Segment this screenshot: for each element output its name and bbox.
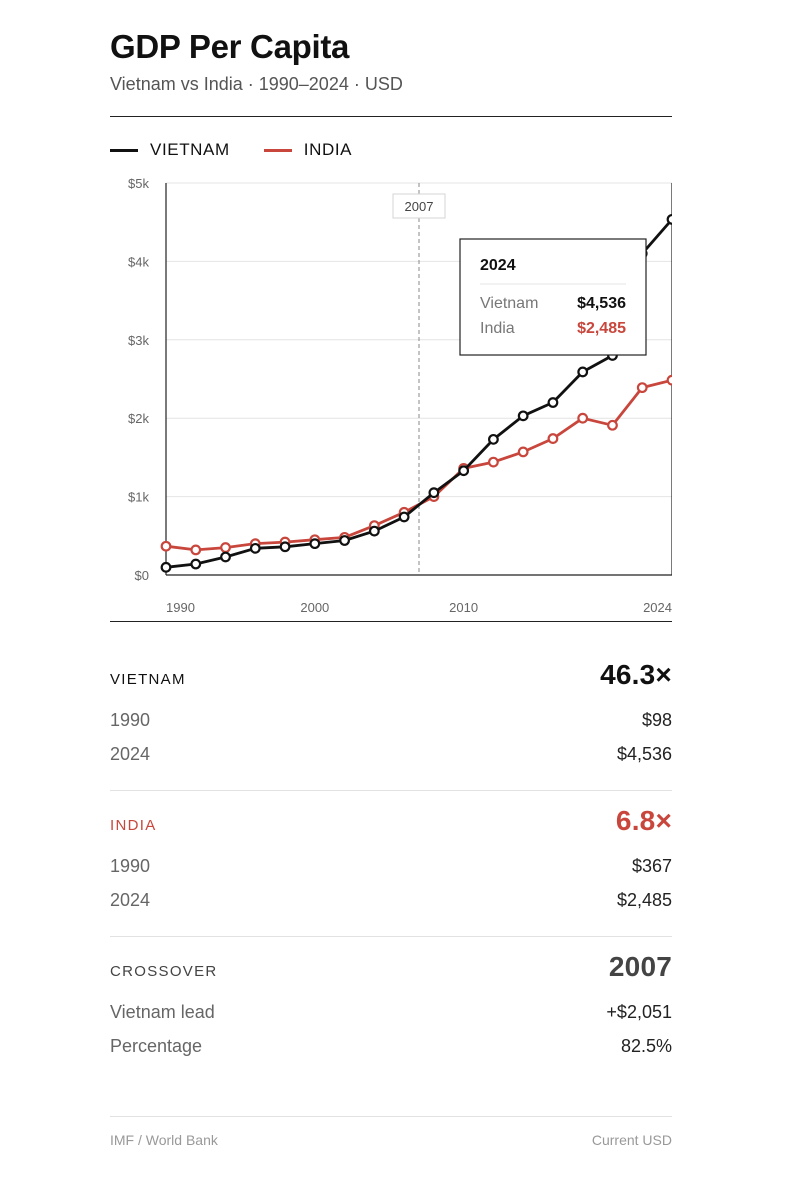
tooltip-series-name: Vietnam	[480, 295, 538, 312]
chart-bottom-rule	[110, 621, 672, 622]
data-point-vietnam	[368, 525, 380, 537]
stats-row-value: $98	[641, 709, 672, 730]
data-point-india	[547, 433, 559, 444]
data-point-vietnam	[458, 465, 470, 477]
y-tick-label: $4k	[128, 254, 149, 269]
legend-swatch-india	[263, 148, 292, 152]
stats-row: 1990 $98	[110, 703, 672, 737]
data-point-vietnam	[488, 433, 499, 445]
stats-row: Vietnam lead +$2,051	[110, 995, 672, 1029]
x-tick-label: 1990	[166, 600, 195, 615]
data-point-india	[160, 540, 172, 552]
footer: IMF / World Bank Current USD	[110, 1132, 672, 1148]
y-tick-label: $5k	[128, 176, 149, 191]
header-rule	[110, 116, 672, 117]
tooltip-series-value: $2,485	[577, 320, 626, 337]
x-tick-label: 2000	[300, 600, 329, 615]
legend-item-vietnam[interactable]: VIETNAM	[110, 140, 230, 160]
y-tick-label: $1k	[128, 490, 149, 505]
stats-row-value: $2,485	[616, 889, 672, 910]
stats-row: 2024 $2,485	[110, 883, 672, 917]
stats-crossover-label: CROSSOVER	[110, 963, 218, 980]
stats-vietnam-ratio: 46.3×	[600, 659, 672, 690]
data-point-vietnam	[220, 551, 231, 563]
footer-source: IMF / World Bank	[110, 1132, 218, 1148]
data-point-vietnam	[517, 410, 529, 422]
y-tick-label: $3k	[128, 333, 149, 348]
stats-india-ratio: 6.8×	[615, 805, 672, 836]
data-point-vietnam	[428, 487, 440, 499]
stats-row-value: 82.5%	[620, 1035, 672, 1056]
data-point-india	[607, 419, 618, 431]
crossover-label-box	[392, 193, 446, 219]
stats-vietnam-label: VIETNAM	[110, 671, 186, 688]
footer-divider	[110, 1116, 672, 1117]
stats-row: Percentage 82.5%	[110, 1029, 672, 1063]
data-point-vietnam	[339, 535, 350, 546]
stats-crossover-year: 2007	[608, 951, 672, 982]
data-point-india	[636, 382, 648, 394]
data-point-india	[190, 544, 202, 556]
y-tick-label: $0	[135, 568, 149, 583]
tooltip-series-value: $4,536	[577, 295, 626, 312]
x-tick-label: 2010	[449, 600, 478, 615]
stats-row-key: Vietnam lead	[110, 1001, 215, 1022]
legend-label-india: INDIA	[303, 140, 353, 159]
data-point-vietnam	[279, 541, 291, 553]
stats-row: 1990 $367	[110, 849, 672, 883]
x-tick-label: 2024	[643, 600, 672, 615]
data-point-india	[666, 374, 672, 386]
data-point-vietnam	[160, 561, 172, 573]
stats-crossover: CROSSOVER 2007 Vietnam lead +$2,051 Perc…	[110, 951, 672, 1063]
stats-row-value: +$2,051	[606, 1001, 672, 1022]
stats-row-key: 2024	[110, 889, 151, 910]
data-point-vietnam	[249, 542, 261, 554]
stats-row-value: $4,536	[616, 743, 672, 764]
y-tick-label: $2k	[128, 411, 149, 426]
tooltip-box	[459, 238, 647, 356]
page-subtitle: Vietnam vs India · 1990–2024 · USD	[110, 74, 403, 94]
data-point-india	[577, 412, 589, 424]
data-point-vietnam	[577, 366, 589, 378]
section-divider	[110, 936, 672, 937]
data-point-vietnam	[190, 558, 202, 570]
tooltip-title: 2024	[480, 257, 516, 274]
stats-row-key: 2024	[110, 743, 151, 764]
stats-row-key: 1990	[110, 855, 151, 876]
section-divider	[110, 790, 672, 791]
page-title: GDP Per Capita	[110, 28, 350, 65]
stats-india: INDIA 6.8× 1990 $367 2024 $2,485	[110, 805, 672, 917]
tooltip-series-name: India	[480, 320, 515, 337]
stats-row-value: $367	[631, 855, 672, 876]
data-point-india	[488, 456, 499, 468]
stats-india-label: INDIA	[110, 817, 157, 834]
data-point-vietnam	[309, 538, 321, 550]
data-point-vietnam	[398, 511, 410, 523]
gdp-line-chart[interactable]: $0 $1k $2k $3k $4k $5k 1990 2000 2010 2024 2007 2…	[110, 170, 672, 622]
stats-row-key: Percentage	[110, 1035, 203, 1056]
legend-swatch-vietnam	[110, 148, 138, 152]
footer-unit: Current USD	[591, 1132, 672, 1148]
crossover-label: 2007	[405, 199, 434, 214]
stats-row: 2024 $4,536	[110, 737, 672, 771]
data-point-vietnam	[547, 397, 559, 408]
data-point-india	[220, 542, 231, 553]
data-point-india	[517, 446, 529, 458]
legend: VIETNAM INDIA	[110, 140, 386, 160]
stats-row-key: 1990	[110, 709, 151, 730]
stats-vietnam: VIETNAM 46.3× 1990 $98 2024 $4,536	[110, 659, 672, 771]
legend-item-india[interactable]: INDIA	[263, 140, 353, 160]
legend-label-vietnam: VIETNAM	[150, 140, 230, 159]
data-point-vietnam	[666, 213, 672, 225]
